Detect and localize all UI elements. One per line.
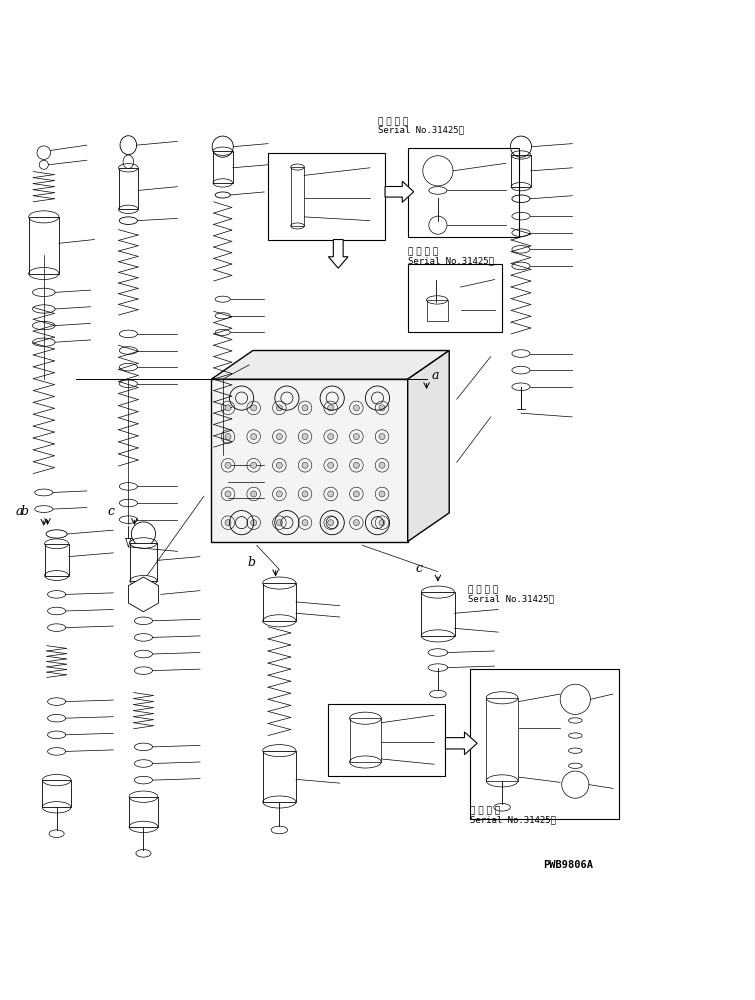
- Bar: [427, 300, 448, 321]
- Text: b: b: [248, 556, 256, 569]
- Text: 適 用 号 機: 適 用 号 機: [468, 585, 498, 594]
- Circle shape: [328, 405, 334, 411]
- Circle shape: [353, 405, 359, 411]
- Circle shape: [276, 520, 282, 526]
- Circle shape: [251, 434, 257, 440]
- Text: a: a: [15, 505, 23, 518]
- Text: Serial No.31425～: Serial No.31425～: [408, 256, 494, 265]
- Circle shape: [225, 520, 231, 526]
- Text: PWB9806A: PWB9806A: [544, 860, 593, 870]
- Polygon shape: [408, 351, 449, 542]
- Circle shape: [225, 405, 231, 411]
- Bar: [129, 797, 158, 827]
- Circle shape: [225, 462, 231, 468]
- Bar: [328, 704, 445, 776]
- Polygon shape: [445, 732, 477, 755]
- Circle shape: [251, 520, 257, 526]
- Bar: [263, 583, 296, 621]
- Circle shape: [302, 520, 308, 526]
- Bar: [291, 167, 304, 226]
- Bar: [486, 698, 518, 781]
- Bar: [213, 151, 233, 183]
- Text: 適 用 号 機: 適 用 号 機: [378, 117, 408, 126]
- Text: 適 用 号 機: 適 用 号 機: [408, 248, 438, 257]
- Circle shape: [328, 491, 334, 497]
- Polygon shape: [211, 351, 449, 379]
- Text: Serial No.31425～: Serial No.31425～: [378, 125, 464, 134]
- Circle shape: [353, 491, 359, 497]
- Circle shape: [353, 462, 359, 468]
- Circle shape: [302, 462, 308, 468]
- Bar: [29, 217, 59, 273]
- Text: 適 用 号 機: 適 用 号 機: [470, 806, 500, 815]
- Circle shape: [328, 434, 334, 440]
- Bar: [119, 168, 138, 209]
- Bar: [408, 148, 519, 237]
- Polygon shape: [385, 181, 414, 202]
- Bar: [511, 155, 531, 187]
- Circle shape: [251, 491, 257, 497]
- Circle shape: [353, 434, 359, 440]
- Text: a: a: [432, 369, 439, 382]
- Circle shape: [225, 434, 231, 440]
- Text: Serial No.31425～: Serial No.31425～: [468, 594, 554, 603]
- Circle shape: [251, 405, 257, 411]
- Bar: [42, 780, 71, 807]
- Text: b: b: [20, 505, 29, 518]
- Circle shape: [276, 491, 282, 497]
- Circle shape: [328, 462, 334, 468]
- Circle shape: [251, 462, 257, 468]
- Bar: [268, 153, 385, 240]
- Circle shape: [276, 434, 282, 440]
- Bar: [211, 379, 408, 542]
- Circle shape: [328, 520, 334, 526]
- Bar: [408, 264, 502, 332]
- Bar: [350, 718, 381, 762]
- Circle shape: [302, 434, 308, 440]
- Circle shape: [379, 462, 385, 468]
- Circle shape: [353, 520, 359, 526]
- Polygon shape: [128, 577, 159, 612]
- Circle shape: [276, 405, 282, 411]
- Text: c: c: [107, 505, 114, 518]
- Circle shape: [379, 491, 385, 497]
- Circle shape: [302, 491, 308, 497]
- Circle shape: [379, 434, 385, 440]
- Circle shape: [225, 491, 231, 497]
- Bar: [130, 543, 157, 581]
- Circle shape: [302, 405, 308, 411]
- Circle shape: [379, 405, 385, 411]
- Text: c: c: [415, 562, 422, 575]
- Bar: [421, 592, 455, 636]
- Bar: [470, 669, 619, 819]
- Polygon shape: [328, 240, 348, 268]
- Circle shape: [379, 520, 385, 526]
- Circle shape: [276, 462, 282, 468]
- Bar: [45, 544, 69, 575]
- Text: Serial No.31425～: Serial No.31425～: [470, 815, 556, 824]
- Bar: [263, 751, 296, 802]
